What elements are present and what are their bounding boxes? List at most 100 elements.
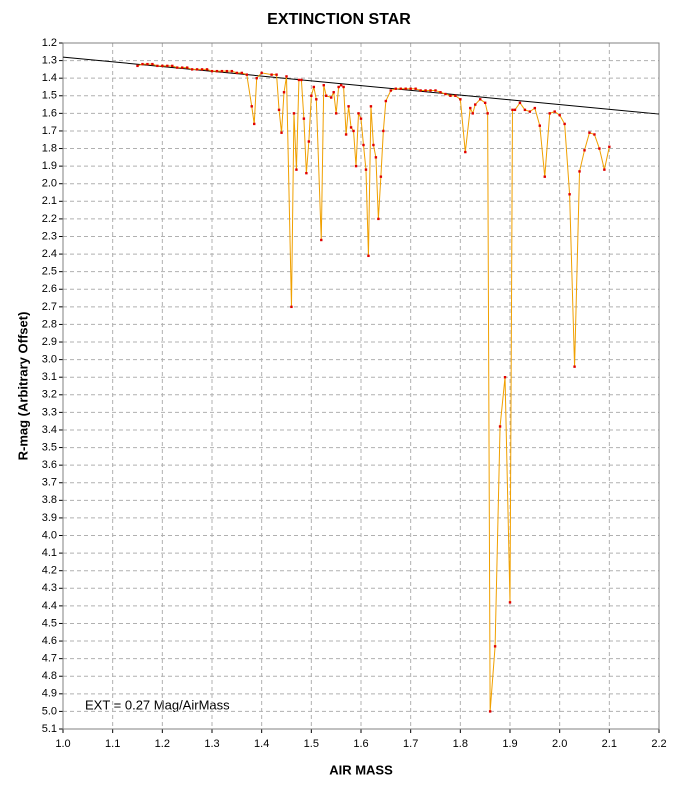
data-point	[210, 69, 214, 73]
data-point	[558, 113, 561, 117]
x-tick-label: 1.8	[453, 738, 468, 750]
data-point	[280, 131, 283, 134]
y-tick-label: 3.3	[42, 406, 57, 418]
data-point	[315, 98, 318, 101]
data-point	[307, 140, 311, 143]
data-point	[215, 69, 219, 73]
data-point	[347, 105, 350, 108]
data-point	[171, 64, 174, 68]
y-tick-label: 1.2	[42, 37, 57, 49]
data-point	[260, 71, 263, 75]
x-tick-label: 1.6	[353, 738, 368, 750]
data-point	[195, 68, 199, 71]
data-point	[230, 69, 234, 73]
data-point	[136, 64, 139, 68]
y-tick-label: 3.9	[42, 512, 57, 524]
data-point	[166, 64, 169, 68]
data-point	[374, 156, 378, 159]
data-point	[364, 168, 368, 171]
x-tick-label: 1.7	[403, 738, 418, 750]
data-point	[439, 91, 442, 94]
y-tick-label: 3.1	[42, 371, 57, 383]
data-point	[414, 87, 417, 90]
y-tick-label: 2.0	[42, 178, 57, 190]
data-point	[200, 68, 204, 71]
y-tick-label: 1.6	[42, 107, 57, 119]
data-point	[533, 106, 537, 110]
y-tick-label: 1.3	[42, 54, 57, 66]
data-point	[190, 68, 194, 71]
x-tick-label: 2.0	[552, 738, 567, 750]
y-tick-label: 3.8	[42, 494, 57, 506]
y-tick-label: 2.2	[42, 213, 57, 225]
data-point	[362, 143, 365, 147]
data-point	[339, 84, 343, 87]
data-point	[563, 122, 566, 126]
y-tick-label: 4.8	[42, 670, 57, 682]
data-point	[300, 78, 303, 82]
y-tick-label: 3.0	[42, 354, 57, 366]
data-point	[337, 85, 340, 89]
data-point	[282, 91, 286, 94]
x-tick-label: 1.0	[55, 738, 70, 750]
data-point	[176, 66, 179, 69]
x-tick-label: 1.1	[105, 738, 120, 750]
x-tick-label: 1.3	[204, 738, 219, 750]
data-point	[290, 305, 293, 309]
data-line	[137, 63, 610, 712]
data-point	[459, 98, 462, 101]
data-point	[310, 94, 313, 97]
y-tick-label: 1.7	[42, 125, 57, 137]
y-tick-label: 2.3	[42, 230, 57, 242]
data-point	[245, 73, 248, 76]
data-point	[404, 87, 407, 90]
y-tick-label: 1.4	[42, 72, 57, 84]
y-tick-label: 4.9	[42, 688, 57, 700]
data-point	[372, 143, 375, 147]
data-point	[503, 376, 507, 379]
data-point	[334, 112, 338, 115]
data-point	[399, 87, 402, 90]
data-point	[342, 85, 345, 89]
y-tick-label: 4.4	[42, 600, 57, 612]
y-tick-label: 2.5	[42, 266, 57, 278]
data-point	[305, 171, 308, 175]
y-tick-label: 4.1	[42, 547, 57, 559]
data-point	[255, 76, 258, 80]
y-tick-label: 4.7	[42, 653, 57, 665]
data-point	[205, 68, 209, 71]
data-point	[583, 149, 586, 152]
y-tick-label: 2.9	[42, 336, 57, 348]
data-point	[146, 62, 149, 66]
data-point	[312, 85, 316, 89]
data-point	[483, 101, 487, 105]
data-point	[185, 66, 189, 69]
data-point	[156, 64, 159, 68]
data-point	[538, 124, 541, 127]
data-point	[253, 122, 256, 126]
y-tick-label: 2.8	[42, 318, 57, 330]
y-tick-label: 4.3	[42, 582, 57, 594]
x-tick-label: 1.9	[502, 738, 517, 750]
data-point	[498, 425, 502, 428]
data-point	[225, 69, 229, 73]
x-tick-label: 1.5	[304, 738, 319, 750]
y-tick-label: 3.4	[42, 424, 57, 436]
data-point	[593, 133, 596, 136]
data-point	[275, 73, 278, 76]
data-point	[409, 87, 412, 90]
data-point	[568, 193, 571, 196]
data-point	[523, 108, 527, 112]
y-tick-label: 1.9	[42, 160, 57, 172]
data-point	[161, 64, 164, 68]
data-point	[320, 238, 323, 242]
plot-border	[62, 42, 660, 730]
data-point	[369, 105, 373, 108]
data-point	[357, 112, 360, 115]
y-tick-label: 4.5	[42, 617, 57, 629]
y-tick-label: 4.6	[42, 635, 57, 647]
y-tick-label: 1.8	[42, 142, 57, 154]
data-point	[330, 96, 333, 99]
y-tick-label: 2.6	[42, 283, 57, 295]
